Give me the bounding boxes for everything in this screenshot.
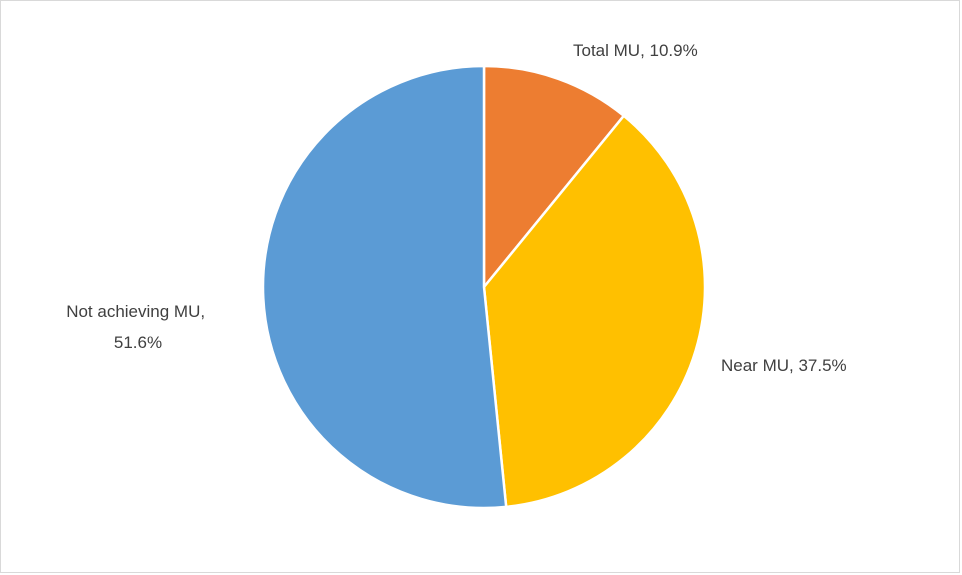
slice-label-near-mu: Near MU, 37.5% [721, 356, 847, 375]
pie-slices [261, 64, 707, 510]
pie-slice-near-mu [482, 114, 707, 509]
slice-label-not-achieving-mu-line1: Not achieving MU, [66, 302, 205, 321]
slice-label-not-achieving-mu: Not achieving MU, 51.6% [66, 302, 210, 352]
slice-label-not-achieving-mu-line2: 51.6% [114, 333, 162, 352]
pie-slice-total-mu [482, 64, 626, 289]
slice-label-total-mu: Total MU, 10.9% [573, 41, 698, 60]
pie-slice-not-achieving-mu [261, 64, 508, 510]
